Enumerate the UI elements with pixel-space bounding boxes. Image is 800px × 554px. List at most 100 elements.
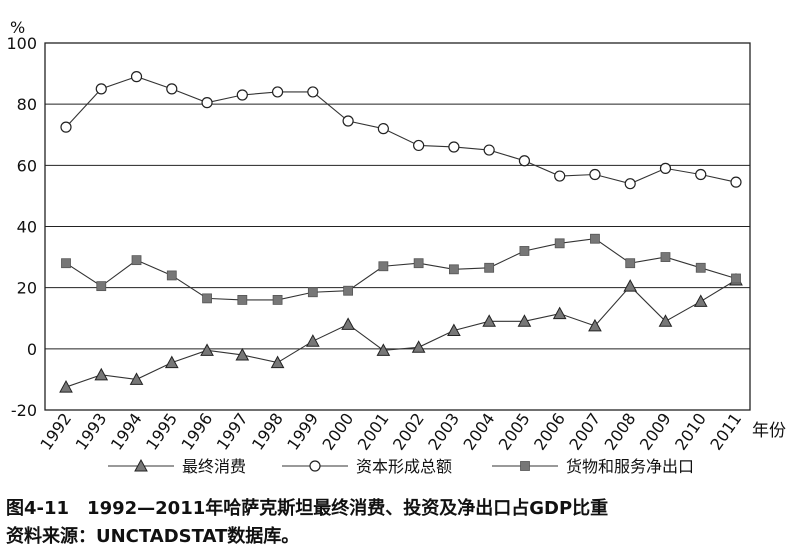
grid-lines bbox=[45, 103, 750, 350]
circle-point bbox=[554, 170, 566, 182]
legend: 最终消费 资本形成总额 货物和服务净出口 bbox=[108, 457, 694, 476]
triangle-point bbox=[200, 343, 214, 356]
y-tick-label: -20 bbox=[11, 401, 37, 420]
x-tick-label: 2011 bbox=[706, 409, 745, 453]
square-point bbox=[695, 262, 706, 273]
square-point bbox=[660, 252, 671, 262]
x-tick-label: 1995 bbox=[142, 409, 181, 453]
triangle-point bbox=[94, 367, 109, 381]
triangle-point bbox=[588, 318, 602, 332]
circle-point bbox=[589, 168, 601, 181]
y-tick-label: 20 bbox=[17, 279, 37, 298]
legend-item-2: 资本形成总额 bbox=[282, 457, 452, 476]
triangle-point bbox=[658, 314, 673, 327]
triangle-point bbox=[411, 340, 426, 353]
x-tick-label: 1994 bbox=[107, 409, 146, 453]
triangle-point bbox=[235, 347, 250, 361]
y-tick-labels: -20 0 20 40 60 80 100 bbox=[6, 34, 37, 420]
y-tick-label: 40 bbox=[17, 218, 37, 237]
x-tick-label: 1996 bbox=[177, 409, 216, 453]
square-point bbox=[519, 246, 530, 256]
square-point bbox=[378, 261, 389, 272]
circle-point bbox=[130, 71, 143, 83]
circle-point bbox=[483, 144, 495, 156]
circle-point bbox=[201, 97, 213, 109]
square-point bbox=[625, 258, 636, 269]
x-tick-label: 2000 bbox=[318, 409, 357, 453]
plot-frame bbox=[44, 42, 751, 411]
triangle-point bbox=[305, 334, 320, 347]
triangle-point bbox=[341, 317, 355, 330]
line-chart: -20 0 20 40 60 80 100 199219931994199519961997… bbox=[6, 18, 786, 476]
series-line bbox=[65, 76, 737, 185]
series-3 bbox=[61, 233, 741, 305]
x-tick-label: 2010 bbox=[671, 409, 710, 453]
triangle-point bbox=[59, 380, 73, 393]
circle-point bbox=[377, 123, 389, 135]
square-point bbox=[731, 273, 741, 284]
figure-source: 资料来源：UNCTADSTAT数据库。 bbox=[6, 526, 300, 547]
triangle-point bbox=[376, 343, 391, 356]
triangle-point bbox=[164, 355, 179, 369]
y-tick-label: 0 bbox=[27, 340, 37, 359]
x-tick-label: 2003 bbox=[424, 409, 463, 453]
circle-point bbox=[307, 86, 319, 98]
circle-point bbox=[342, 115, 354, 127]
x-tick-label: 1992 bbox=[36, 409, 75, 453]
circle-point bbox=[60, 121, 72, 133]
square-point bbox=[131, 255, 142, 266]
triangle-point bbox=[517, 314, 532, 327]
square-point bbox=[61, 258, 71, 269]
square-point bbox=[202, 293, 212, 304]
circle-point bbox=[730, 176, 742, 188]
x-tick-label: 2009 bbox=[636, 409, 675, 453]
x-tick-label: 2004 bbox=[460, 409, 499, 453]
legend-label: 货物和服务净出口 bbox=[566, 457, 694, 476]
circle-point bbox=[624, 178, 636, 190]
x-tick-label: 1997 bbox=[213, 409, 252, 453]
series-line bbox=[65, 279, 737, 388]
legend-item-3: 货物和服务净出口 bbox=[492, 457, 694, 476]
series-layer bbox=[59, 71, 743, 393]
x-tick-label: 1998 bbox=[248, 409, 287, 453]
series-line bbox=[65, 238, 737, 301]
legend-label: 最终消费 bbox=[182, 457, 246, 476]
x-tick-label: 2001 bbox=[354, 409, 393, 453]
y-tick-label: 80 bbox=[17, 95, 37, 114]
circle-point bbox=[413, 139, 425, 152]
square-point bbox=[554, 238, 565, 249]
circle-point bbox=[95, 83, 107, 95]
x-tick-label: 2007 bbox=[565, 409, 604, 453]
circle-point bbox=[695, 168, 707, 181]
x-tick-label: 2008 bbox=[601, 409, 640, 453]
square-point bbox=[237, 294, 248, 305]
square-point bbox=[166, 270, 177, 281]
x-tick-labels: 1992199319941995199619971998199920002001… bbox=[36, 409, 745, 453]
square-point bbox=[343, 285, 354, 296]
square-point bbox=[484, 262, 495, 273]
x-tick-label: 2006 bbox=[530, 409, 569, 453]
x-tick-label: 2002 bbox=[389, 409, 428, 453]
square-point bbox=[307, 287, 318, 298]
circle-point bbox=[166, 83, 178, 95]
series-1 bbox=[59, 272, 743, 393]
x-axis-unit: 年份 bbox=[752, 421, 786, 441]
triangle-point bbox=[693, 294, 708, 307]
circle-point bbox=[236, 89, 248, 101]
legend-label: 资本形成总额 bbox=[356, 457, 452, 476]
square-point bbox=[413, 258, 424, 269]
circle-point bbox=[659, 162, 672, 174]
triangle-point bbox=[270, 355, 285, 369]
circle-point bbox=[271, 86, 284, 98]
triangle-point bbox=[447, 323, 461, 336]
square-point bbox=[96, 281, 107, 292]
y-tick-label: 60 bbox=[17, 156, 37, 175]
x-tick-label: 2005 bbox=[495, 409, 534, 453]
circle-point bbox=[309, 460, 321, 472]
series-2 bbox=[60, 71, 742, 190]
square-point bbox=[448, 264, 459, 275]
figure-caption: 图4-11 1992—2011年哈萨克斯坦最终消费、投资及净出口占GDP比重 bbox=[6, 498, 609, 519]
circle-point bbox=[518, 155, 531, 167]
square-point bbox=[272, 294, 283, 305]
triangle-point bbox=[134, 458, 148, 472]
